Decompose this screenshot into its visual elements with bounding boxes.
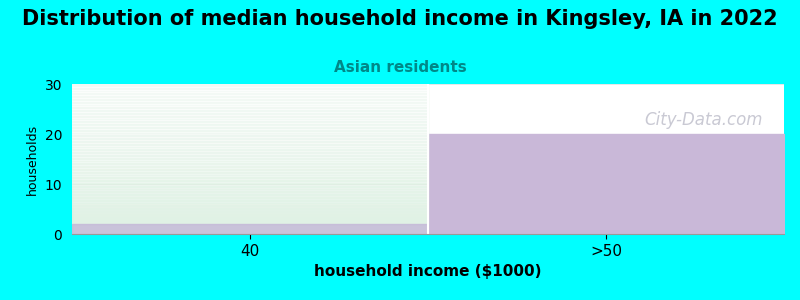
Y-axis label: households: households [26, 123, 39, 195]
X-axis label: household income ($1000): household income ($1000) [314, 264, 542, 279]
Text: Distribution of median household income in Kingsley, IA in 2022: Distribution of median household income … [22, 9, 778, 29]
Text: Asian residents: Asian residents [334, 60, 466, 75]
Text: City-Data.com: City-Data.com [644, 111, 762, 129]
